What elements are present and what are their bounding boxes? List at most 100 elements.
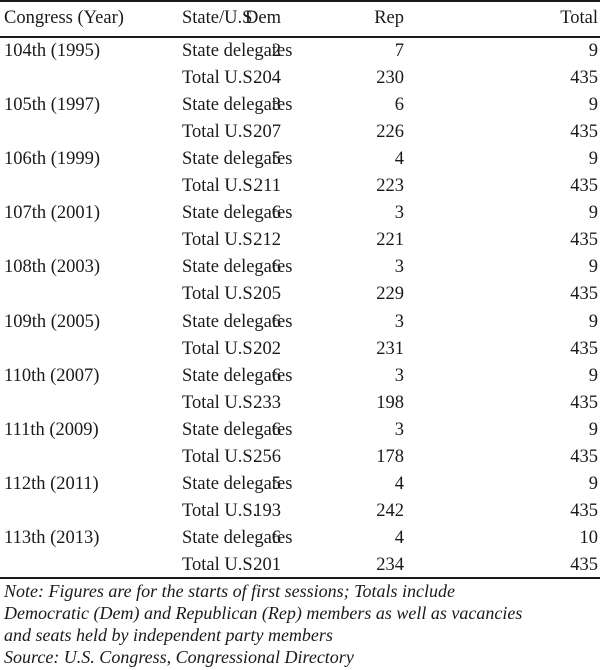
table-row: Total U.S. 201 234 435 bbox=[0, 552, 600, 579]
cell-rep: 178 bbox=[376, 446, 404, 467]
table-row: Total U.S. 207 226 435 bbox=[0, 119, 600, 146]
cell-total: 9 bbox=[588, 95, 598, 116]
table-row: 108th (2003) State delegates 6 3 9 bbox=[0, 254, 600, 281]
cell-dem: 233 bbox=[253, 392, 281, 413]
cell-congress: 113th (2013) bbox=[4, 527, 100, 548]
cell-total: 9 bbox=[588, 311, 598, 332]
cell-rep: 226 bbox=[376, 122, 404, 143]
cell-rep: 7 bbox=[394, 41, 404, 61]
header-congress: Congress (Year) bbox=[4, 8, 124, 28]
cell-state: State delegates bbox=[182, 527, 293, 548]
cell-total: 9 bbox=[588, 257, 598, 278]
cell-congress: 112th (2011) bbox=[4, 473, 99, 494]
top-rule bbox=[0, 0, 600, 2]
table-row: Total U.S. 193 242 435 bbox=[0, 498, 600, 525]
cell-dem: 2 bbox=[271, 41, 281, 61]
table-row: Total U.S. 212 221 435 bbox=[0, 227, 600, 254]
cell-total: 435 bbox=[570, 446, 598, 467]
cell-dem: 6 bbox=[271, 311, 281, 332]
cell-rep: 230 bbox=[376, 68, 404, 89]
cell-dem: 205 bbox=[253, 284, 281, 305]
cell-total: 435 bbox=[570, 392, 598, 413]
table-row: 110th (2007) State delegates 6 3 9 bbox=[0, 363, 600, 390]
cell-rep: 6 bbox=[394, 95, 404, 116]
cell-dem: 207 bbox=[253, 122, 281, 143]
cell-rep: 223 bbox=[376, 176, 404, 197]
table-row: 107th (2001) State delegates 6 3 9 bbox=[0, 200, 600, 227]
table-row: Total U.S. 256 178 435 bbox=[0, 444, 600, 471]
cell-dem: 6 bbox=[271, 365, 281, 386]
cell-total: 9 bbox=[588, 365, 598, 386]
cell-dem: 6 bbox=[271, 419, 281, 440]
cell-state: State delegates bbox=[182, 149, 293, 170]
cell-rep: 242 bbox=[376, 500, 404, 521]
table-row: Total U.S. 202 231 435 bbox=[0, 336, 600, 363]
header-state: State/U.S bbox=[182, 8, 253, 28]
cell-state: Total U.S. bbox=[182, 446, 258, 467]
table-row: 105th (1997) State delegates 3 6 9 bbox=[0, 92, 600, 119]
cell-state: Total U.S. bbox=[182, 230, 258, 251]
table-row: Total U.S. 204 230 435 bbox=[0, 65, 600, 92]
table-note: Note: Figures are for the starts of firs… bbox=[4, 580, 596, 668]
cell-dem: 204 bbox=[253, 68, 281, 89]
cell-dem: 6 bbox=[271, 527, 281, 548]
cell-rep: 221 bbox=[376, 230, 404, 251]
cell-dem: 5 bbox=[271, 149, 281, 170]
cell-state: Total U.S. bbox=[182, 284, 258, 305]
cell-dem: 202 bbox=[253, 338, 281, 359]
table-row: Total U.S. 233 198 435 bbox=[0, 390, 600, 417]
header-rule bbox=[0, 36, 600, 38]
cell-total: 9 bbox=[588, 41, 598, 61]
cell-state: State delegates bbox=[182, 203, 293, 224]
cell-total: 9 bbox=[588, 473, 598, 494]
cell-total: 9 bbox=[588, 149, 598, 170]
table-row: Total U.S. 205 229 435 bbox=[0, 281, 600, 308]
table-row: Total U.S. 211 223 435 bbox=[0, 173, 600, 200]
table-row: 109th (2005) State delegates 6 3 9 bbox=[0, 309, 600, 336]
cell-total: 435 bbox=[570, 500, 598, 521]
cell-state: Total U.S. bbox=[182, 338, 258, 359]
cell-state: Total U.S. bbox=[182, 554, 258, 575]
cell-congress: 104th (1995) bbox=[4, 41, 101, 61]
cell-rep: 229 bbox=[376, 284, 404, 305]
cell-dem: 6 bbox=[271, 257, 281, 278]
cell-rep: 231 bbox=[376, 338, 404, 359]
cell-state: State delegates bbox=[182, 473, 293, 494]
table-row: 111th (2009) State delegates 6 3 9 bbox=[0, 417, 600, 444]
cell-rep: 3 bbox=[394, 203, 404, 224]
cell-congress: 111th (2009) bbox=[4, 419, 99, 440]
cell-dem: 256 bbox=[253, 446, 281, 467]
cell-total: 435 bbox=[570, 176, 598, 197]
cell-rep: 234 bbox=[376, 554, 404, 575]
cell-congress: 109th (2005) bbox=[4, 311, 101, 332]
cell-state: Total U.S. bbox=[182, 68, 258, 89]
cell-state: Total U.S. bbox=[182, 500, 258, 521]
source-line: Source: U.S. Congress, Congressional Dir… bbox=[4, 647, 354, 667]
cell-state: State delegates bbox=[182, 41, 293, 61]
cell-congress: 108th (2003) bbox=[4, 257, 101, 278]
cell-state: State delegates bbox=[182, 419, 293, 440]
cell-congress: 110th (2007) bbox=[4, 365, 100, 386]
header-total: Total bbox=[560, 8, 598, 28]
cell-dem: 3 bbox=[271, 95, 281, 116]
cell-dem: 5 bbox=[271, 473, 281, 494]
note-line: and seats held by independent party memb… bbox=[4, 625, 333, 645]
cell-rep: 198 bbox=[376, 392, 404, 413]
note-line: Democratic (Dem) and Republican (Rep) me… bbox=[4, 603, 523, 623]
header-rep: Rep bbox=[374, 8, 404, 28]
cell-state: Total U.S. bbox=[182, 392, 258, 413]
cell-total: 435 bbox=[570, 122, 598, 143]
cell-total: 435 bbox=[570, 554, 598, 575]
cell-state: State delegates bbox=[182, 95, 293, 116]
table-header: Congress (Year) State/U.S Dem Rep Total bbox=[0, 5, 600, 32]
header-dem: Dem bbox=[245, 8, 281, 28]
cell-total: 435 bbox=[570, 338, 598, 359]
cell-dem: 201 bbox=[253, 554, 281, 575]
cell-total: 435 bbox=[570, 68, 598, 89]
cell-state: Total U.S. bbox=[182, 176, 258, 197]
cell-total: 9 bbox=[588, 203, 598, 224]
cell-state: State delegates bbox=[182, 311, 293, 332]
cell-dem: 212 bbox=[253, 230, 281, 251]
cell-state: State delegates bbox=[182, 365, 293, 386]
